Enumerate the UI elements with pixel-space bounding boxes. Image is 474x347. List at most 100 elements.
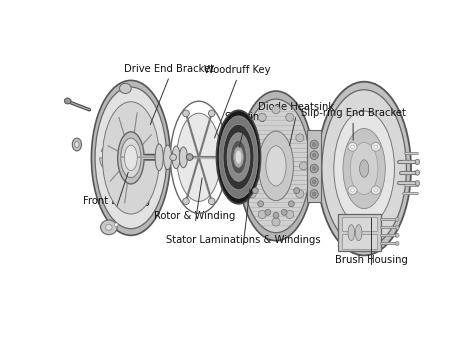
Ellipse shape [346, 227, 353, 233]
Ellipse shape [221, 154, 228, 161]
Ellipse shape [118, 132, 144, 184]
Wedge shape [100, 158, 131, 169]
Bar [342, 234, 377, 249]
Wedge shape [109, 158, 131, 180]
Ellipse shape [350, 143, 378, 195]
Ellipse shape [356, 225, 362, 241]
Ellipse shape [121, 138, 141, 178]
Text: Front Bearing: Front Bearing [82, 196, 150, 206]
Ellipse shape [119, 83, 131, 93]
Ellipse shape [286, 211, 294, 219]
Ellipse shape [258, 113, 266, 121]
Ellipse shape [230, 140, 246, 174]
Ellipse shape [102, 102, 159, 214]
Text: Diode Heatsink: Diode Heatsink [258, 102, 334, 112]
Ellipse shape [155, 144, 163, 171]
Wedge shape [116, 135, 131, 158]
Ellipse shape [281, 209, 287, 215]
Ellipse shape [125, 145, 137, 171]
Ellipse shape [371, 186, 381, 195]
Ellipse shape [234, 147, 243, 167]
Bar [342, 217, 377, 231]
Ellipse shape [312, 192, 316, 196]
Ellipse shape [339, 222, 360, 238]
Ellipse shape [351, 188, 354, 192]
Ellipse shape [310, 178, 318, 186]
Ellipse shape [179, 147, 187, 168]
Bar [307, 130, 321, 202]
Text: Rotor & Winding: Rotor & Winding [155, 211, 236, 221]
Ellipse shape [164, 145, 172, 170]
Text: Stator Laminations & Windings: Stator Laminations & Windings [165, 235, 320, 245]
Ellipse shape [317, 82, 411, 255]
Ellipse shape [170, 154, 176, 161]
Ellipse shape [177, 113, 221, 201]
Ellipse shape [312, 143, 316, 146]
Ellipse shape [322, 90, 406, 247]
Ellipse shape [296, 190, 304, 198]
Ellipse shape [334, 111, 394, 226]
Ellipse shape [114, 223, 118, 226]
Ellipse shape [73, 138, 82, 151]
Ellipse shape [395, 217, 399, 221]
Ellipse shape [312, 180, 316, 184]
Wedge shape [131, 147, 162, 158]
Text: Slip-ring: Slip-ring [224, 112, 265, 122]
Ellipse shape [91, 81, 170, 235]
Ellipse shape [343, 128, 385, 209]
Ellipse shape [100, 220, 117, 235]
Ellipse shape [395, 225, 399, 229]
Ellipse shape [312, 153, 316, 157]
Ellipse shape [310, 151, 318, 160]
Ellipse shape [245, 162, 253, 170]
Ellipse shape [75, 142, 79, 147]
Ellipse shape [182, 198, 189, 205]
Ellipse shape [360, 160, 369, 177]
Wedge shape [131, 158, 146, 180]
Ellipse shape [217, 110, 261, 204]
Ellipse shape [266, 146, 286, 186]
Ellipse shape [415, 170, 419, 175]
Ellipse shape [182, 110, 189, 117]
Ellipse shape [272, 106, 280, 114]
Text: Drive End Bracket: Drive End Bracket [125, 64, 214, 74]
Text: Brush Housing: Brush Housing [335, 255, 408, 265]
Ellipse shape [235, 150, 242, 164]
Ellipse shape [273, 212, 279, 218]
Ellipse shape [310, 164, 318, 173]
Ellipse shape [395, 242, 399, 245]
Ellipse shape [223, 124, 254, 190]
Ellipse shape [300, 162, 308, 170]
Ellipse shape [395, 233, 399, 237]
Ellipse shape [242, 99, 310, 233]
Ellipse shape [348, 225, 355, 241]
Ellipse shape [186, 154, 193, 160]
Ellipse shape [371, 143, 381, 151]
Ellipse shape [348, 186, 357, 195]
Wedge shape [101, 142, 131, 158]
Ellipse shape [219, 116, 258, 198]
Ellipse shape [248, 190, 256, 198]
Ellipse shape [265, 209, 271, 215]
Ellipse shape [351, 145, 354, 149]
Wedge shape [131, 158, 161, 174]
Ellipse shape [258, 131, 293, 201]
Ellipse shape [310, 140, 318, 149]
Ellipse shape [374, 145, 378, 149]
Wedge shape [131, 136, 153, 158]
Ellipse shape [258, 211, 266, 219]
Ellipse shape [227, 133, 250, 181]
Ellipse shape [288, 201, 294, 207]
Ellipse shape [415, 159, 419, 164]
Ellipse shape [294, 188, 300, 194]
Ellipse shape [64, 98, 71, 104]
Ellipse shape [286, 113, 294, 121]
Ellipse shape [310, 190, 318, 198]
Ellipse shape [348, 143, 357, 151]
Ellipse shape [237, 152, 241, 162]
Ellipse shape [95, 87, 167, 229]
Ellipse shape [296, 134, 304, 142]
Ellipse shape [106, 225, 112, 230]
Ellipse shape [248, 134, 256, 142]
Ellipse shape [209, 110, 215, 117]
